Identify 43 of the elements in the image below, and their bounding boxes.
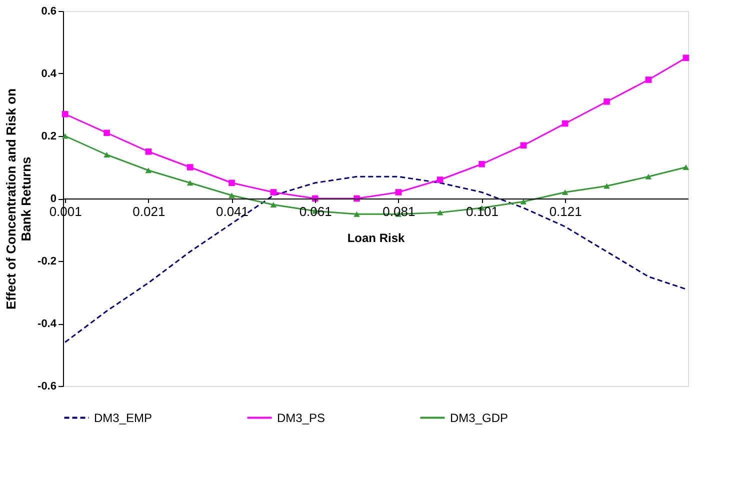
point (270, 202, 277, 208)
point (186, 164, 194, 170)
point (604, 183, 610, 189)
y-tick-label: 0.6 (41, 6, 56, 18)
y-tick-label: -0.6 (38, 380, 56, 392)
point (436, 176, 444, 183)
legend-label: DM3_GDP (450, 410, 508, 425)
point (62, 133, 68, 139)
point (562, 190, 568, 195)
point (354, 211, 360, 217)
point (395, 189, 402, 196)
y-tick-label: -0.4 (38, 318, 58, 330)
point (562, 120, 568, 127)
point (145, 168, 152, 174)
y-tick-label: -0.2 (38, 256, 56, 268)
point (682, 54, 690, 62)
y-axis-title: Effect of Concentration and Risk on Bank Returns (4, 88, 34, 310)
x-tick-label: 0.121 (549, 204, 582, 219)
legend-label: DM3_EMP (94, 410, 152, 425)
point (682, 164, 690, 170)
point (104, 130, 110, 136)
point (186, 180, 194, 186)
point (436, 210, 444, 216)
point (604, 98, 610, 105)
point (228, 180, 235, 186)
y-tick-label: 0.4 (41, 68, 58, 80)
point (145, 148, 152, 155)
point (645, 174, 652, 180)
x-tick-label: 0.041 (216, 204, 249, 219)
x-axis-title: Loan Risk (347, 231, 405, 245)
point (520, 198, 527, 204)
point (270, 189, 277, 196)
x-tick-label: 0.101 (466, 204, 499, 219)
y-tick-label: 0 (50, 193, 56, 205)
x-tick-label: 0.021 (132, 204, 166, 219)
y-tick-label: 0.2 (41, 130, 56, 142)
point (520, 142, 527, 149)
point (478, 160, 485, 168)
point (62, 110, 68, 118)
legend-label: DM3_PS (277, 410, 326, 425)
point (645, 76, 652, 83)
point (228, 192, 235, 198)
point (104, 152, 110, 158)
